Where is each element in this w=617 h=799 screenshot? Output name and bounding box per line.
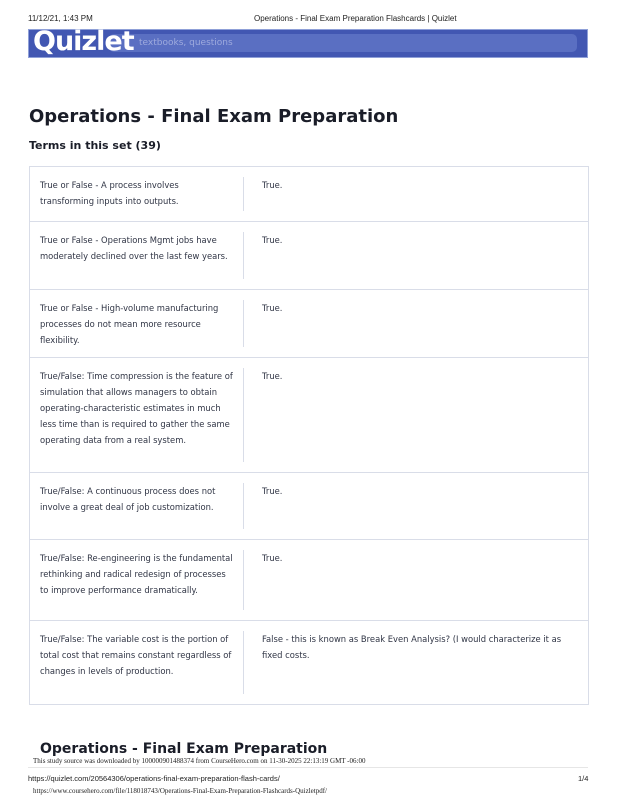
quizlet-logo[interactable]: Quizlet	[33, 26, 135, 57]
table-row: True/False: The variable cost is the por…	[30, 620, 588, 704]
navbar: textbooks, questions Quizlet	[28, 26, 588, 58]
definition: False - this is known as Break Even Anal…	[262, 634, 562, 660]
table-row: True or False - High-volume manufacturin…	[30, 289, 588, 357]
table-row: True or False - Operations Mgmt jobs hav…	[30, 221, 588, 289]
divider	[28, 767, 588, 768]
definition: True.	[262, 553, 283, 563]
definition: True.	[262, 371, 283, 381]
search-input[interactable]: textbooks, questions	[109, 34, 577, 52]
definition: True.	[262, 486, 283, 496]
repeat-title: Operations - Final Exam Preparation	[40, 741, 328, 757]
page-url[interactable]: https://quizlet.com/20564306/operations-…	[28, 774, 280, 783]
definition: True.	[262, 303, 283, 313]
term: True or False - A process involves trans…	[30, 177, 244, 211]
term: True/False: Re-engineering is the fundam…	[30, 550, 244, 610]
print-datetime: 11/12/21, 1:43 PM	[28, 14, 93, 23]
term: True/False: The variable cost is the por…	[30, 631, 244, 694]
table-row: True or False - A process involves trans…	[30, 167, 588, 221]
table-row: True/False: Re-engineering is the fundam…	[30, 539, 588, 620]
term: True/False: Time compression is the feat…	[30, 368, 244, 462]
page-number: 1/4	[578, 774, 589, 783]
term: True or False - High-volume manufacturin…	[30, 300, 244, 347]
term: True/False: A continuous process does no…	[30, 483, 244, 529]
download-note: This study source was downloaded by 1000…	[33, 757, 366, 765]
term: True or False - Operations Mgmt jobs hav…	[30, 232, 244, 279]
definition: True.	[262, 180, 283, 190]
source-url[interactable]: https://www.coursehero.com/file/11801874…	[33, 787, 327, 795]
flashcard-table: True or False - A process involves trans…	[29, 166, 589, 705]
table-row: True/False: A continuous process does no…	[30, 472, 588, 539]
page-title: Operations - Final Exam Preparation	[29, 106, 399, 127]
table-row: True/False: Time compression is the feat…	[30, 357, 588, 472]
terms-heading: Terms in this set (39)	[29, 139, 161, 152]
print-title: Operations - Final Exam Preparation Flas…	[254, 14, 457, 23]
definition: True.	[262, 235, 283, 245]
